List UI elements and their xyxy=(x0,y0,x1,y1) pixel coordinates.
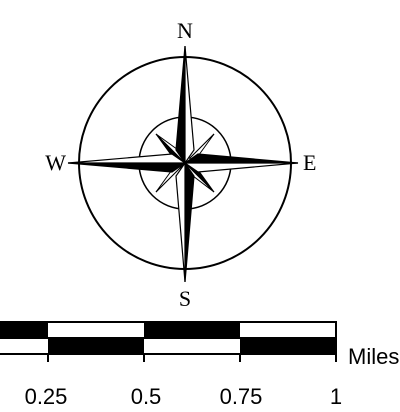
west-point xyxy=(67,162,187,173)
scale-tick-label: 0.75 xyxy=(220,384,263,409)
compass-label-south: S xyxy=(179,286,191,311)
scale-tick-label: 1 xyxy=(330,384,342,409)
compass-label-north: N xyxy=(177,18,193,43)
scale-unit-label: Miles xyxy=(348,344,399,369)
compass-cardinal-points xyxy=(67,45,299,283)
north-point xyxy=(175,45,186,165)
scale-tick-label: 0.25 xyxy=(25,384,68,409)
scale-bar-segment xyxy=(240,322,336,338)
scale-bar-segment xyxy=(0,338,48,354)
scale-bar-segment xyxy=(0,322,48,338)
compass-rose: N S E W xyxy=(45,18,316,311)
scale-bar-segment xyxy=(48,338,144,354)
east-point xyxy=(183,153,299,164)
scale-tick-label: 0.5 xyxy=(131,384,162,409)
compass-label-east: E xyxy=(303,150,316,175)
south-point xyxy=(184,161,195,283)
scale-bar-segment xyxy=(240,338,336,354)
compass-label-west: W xyxy=(45,150,66,175)
scale-bar-segment xyxy=(144,322,240,338)
scale-bar-segment xyxy=(144,338,240,354)
scale-bar-segment xyxy=(48,322,144,338)
scale-bar: Miles 0.25 0.5 0.75 1 xyxy=(0,321,399,409)
